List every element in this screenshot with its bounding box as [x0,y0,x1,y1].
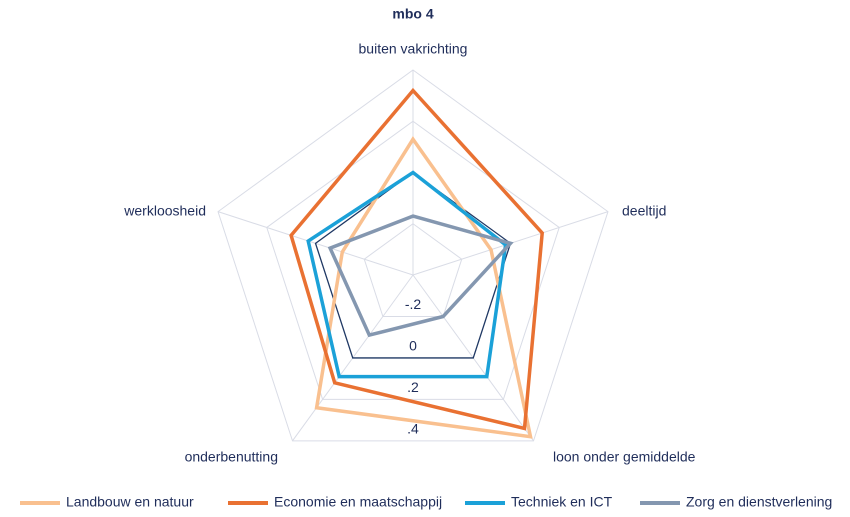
tick-label: .2 [407,379,419,395]
legend-label: Zorg en dienstverlening [686,494,832,510]
chart-title: mbo 4 [392,6,433,22]
grid-ring [266,120,560,400]
series-line [289,87,545,431]
grid-ring [314,171,512,359]
category-label: onderbenutting [185,449,278,465]
category-label: buiten vakrichting [359,41,468,57]
category-label: werkloosheid [123,203,206,219]
category-label: loon onder gemiddelde [553,449,696,465]
tick-label: .4 [407,421,419,437]
legend-label: Techniek en ICT [511,494,613,510]
legend-label: Economie en maatschappij [274,494,442,510]
category-label: deeltijd [622,203,666,219]
grid-ring [363,223,463,317]
grid-ring [217,69,609,442]
series-line [314,136,533,439]
legend-label: Landbouw en natuur [66,494,194,510]
tick-label: -.2 [405,296,422,312]
tick-label: 0 [409,338,417,354]
series-line [306,170,508,379]
series-line [327,214,514,338]
